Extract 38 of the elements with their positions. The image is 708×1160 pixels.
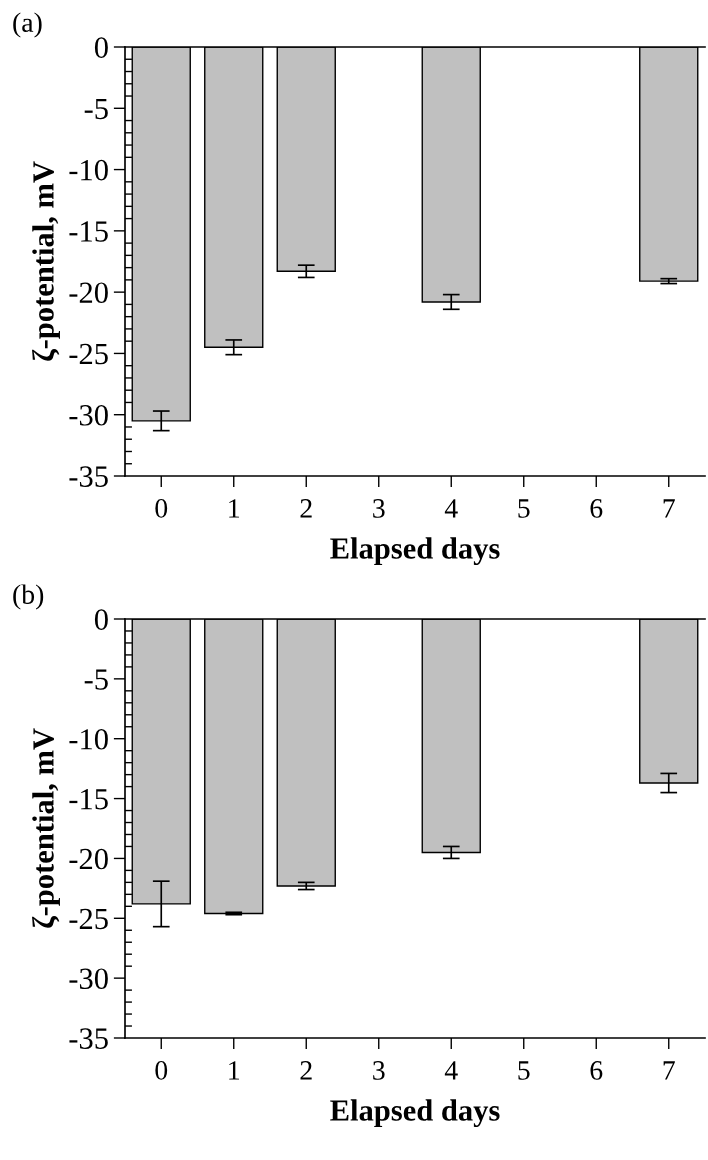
x-tick-label: 0 [155, 499, 168, 518]
x-tick-label: 1 [229, 499, 240, 518]
x-tick-label: 6 [590, 1061, 603, 1080]
chart-title: (b) [13, 584, 44, 610]
y-tick-label: -35 [69, 466, 108, 487]
x-axis-title: Elapsed days [330, 1099, 500, 1128]
y-tick-label: -20 [69, 282, 108, 304]
y-tick-label: -25 [69, 908, 108, 930]
y-axis-title: ζ-potential, mV [32, 161, 60, 361]
y-tick-label: 0 [94, 37, 108, 58]
x-tick-label: 4 [444, 1061, 458, 1080]
chart-title: (a) [13, 12, 42, 38]
x-tick-label: 2 [300, 499, 312, 518]
x-tick-label: 6 [590, 499, 603, 518]
x-tick-label: 5 [518, 1061, 530, 1080]
y-tick-label: 0 [94, 609, 108, 630]
y-tick-label: -5 [84, 98, 108, 120]
y-tick-label: -10 [69, 729, 108, 750]
y-tick-label: -25 [69, 343, 108, 365]
y-tick-label: -30 [69, 968, 108, 990]
y-tick-label: -20 [69, 848, 108, 870]
x-tick-label: 1 [229, 1061, 240, 1080]
x-tick-label: 0 [155, 1061, 168, 1080]
x-tick-label: 7 [663, 499, 675, 518]
y-axis-title: ζ-potential, mV [32, 728, 60, 928]
y-tick-label: -30 [69, 405, 108, 426]
y-tick-label: -35 [69, 1028, 108, 1049]
y-tick-label: -15 [69, 221, 108, 242]
x-tick-label: 4 [444, 499, 458, 518]
x-axis-title: Elapsed days [330, 537, 500, 566]
x-tick-label: 5 [518, 499, 530, 518]
x-tick-label: 3 [373, 1061, 385, 1080]
y-tick-label: -15 [69, 789, 108, 810]
x-tick-label: 7 [663, 1061, 675, 1080]
y-tick-label: -5 [84, 669, 108, 690]
x-tick-label: 3 [373, 499, 385, 518]
y-tick-label: -10 [69, 159, 108, 181]
x-tick-label: 2 [300, 1061, 312, 1080]
